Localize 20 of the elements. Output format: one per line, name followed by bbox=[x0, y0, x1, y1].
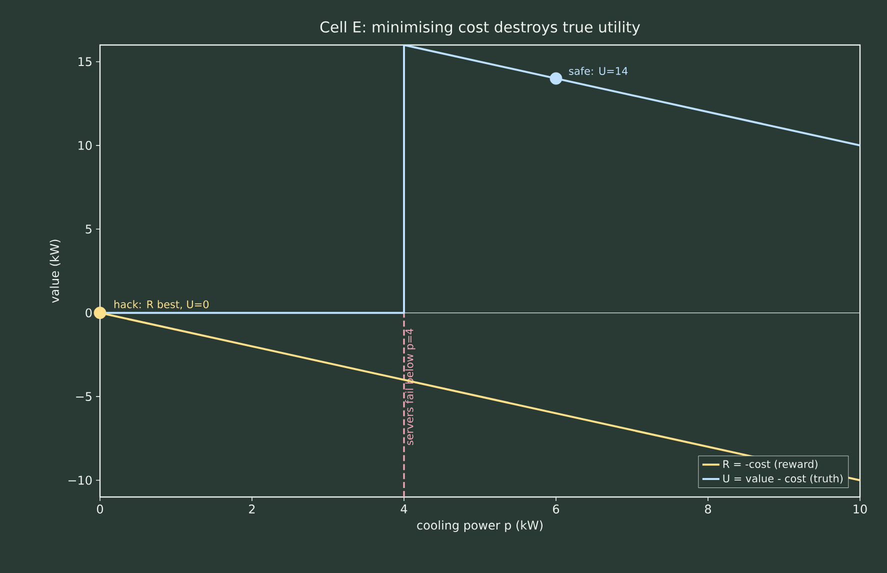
ref-line-label: servers fail below p=4 bbox=[405, 328, 416, 446]
y-tick-label: 5 bbox=[86, 224, 92, 234]
x-tick-label: 8 bbox=[705, 504, 711, 514]
y-axis-title: value (kW) bbox=[50, 240, 60, 303]
annotation: hack: R best, U=0 bbox=[114, 300, 209, 310]
x-tick-label: 4 bbox=[400, 504, 408, 514]
y-tick-label: 0 bbox=[86, 308, 92, 318]
x-tick-label: 0 bbox=[96, 504, 104, 514]
x-tick-label: 10 bbox=[854, 504, 867, 514]
y-tick-label: 10 bbox=[78, 140, 92, 150]
y-tick-label: −5 bbox=[76, 392, 92, 401]
y-tick-label: −10 bbox=[68, 476, 92, 485]
x-tick-label: 6 bbox=[553, 504, 560, 514]
annotation: safe: U=14 bbox=[569, 66, 628, 75]
legend-label: U = value - cost (truth) bbox=[723, 474, 843, 484]
legend-label: R = -cost (reward) bbox=[723, 460, 818, 470]
x-tick-label: 2 bbox=[249, 504, 255, 514]
chart-title: Cell E: minimising cost destroys true utility bbox=[320, 21, 640, 36]
x-axis-title: cooling power p (kW) bbox=[417, 520, 543, 532]
y-tick-label: 15 bbox=[78, 57, 92, 66]
